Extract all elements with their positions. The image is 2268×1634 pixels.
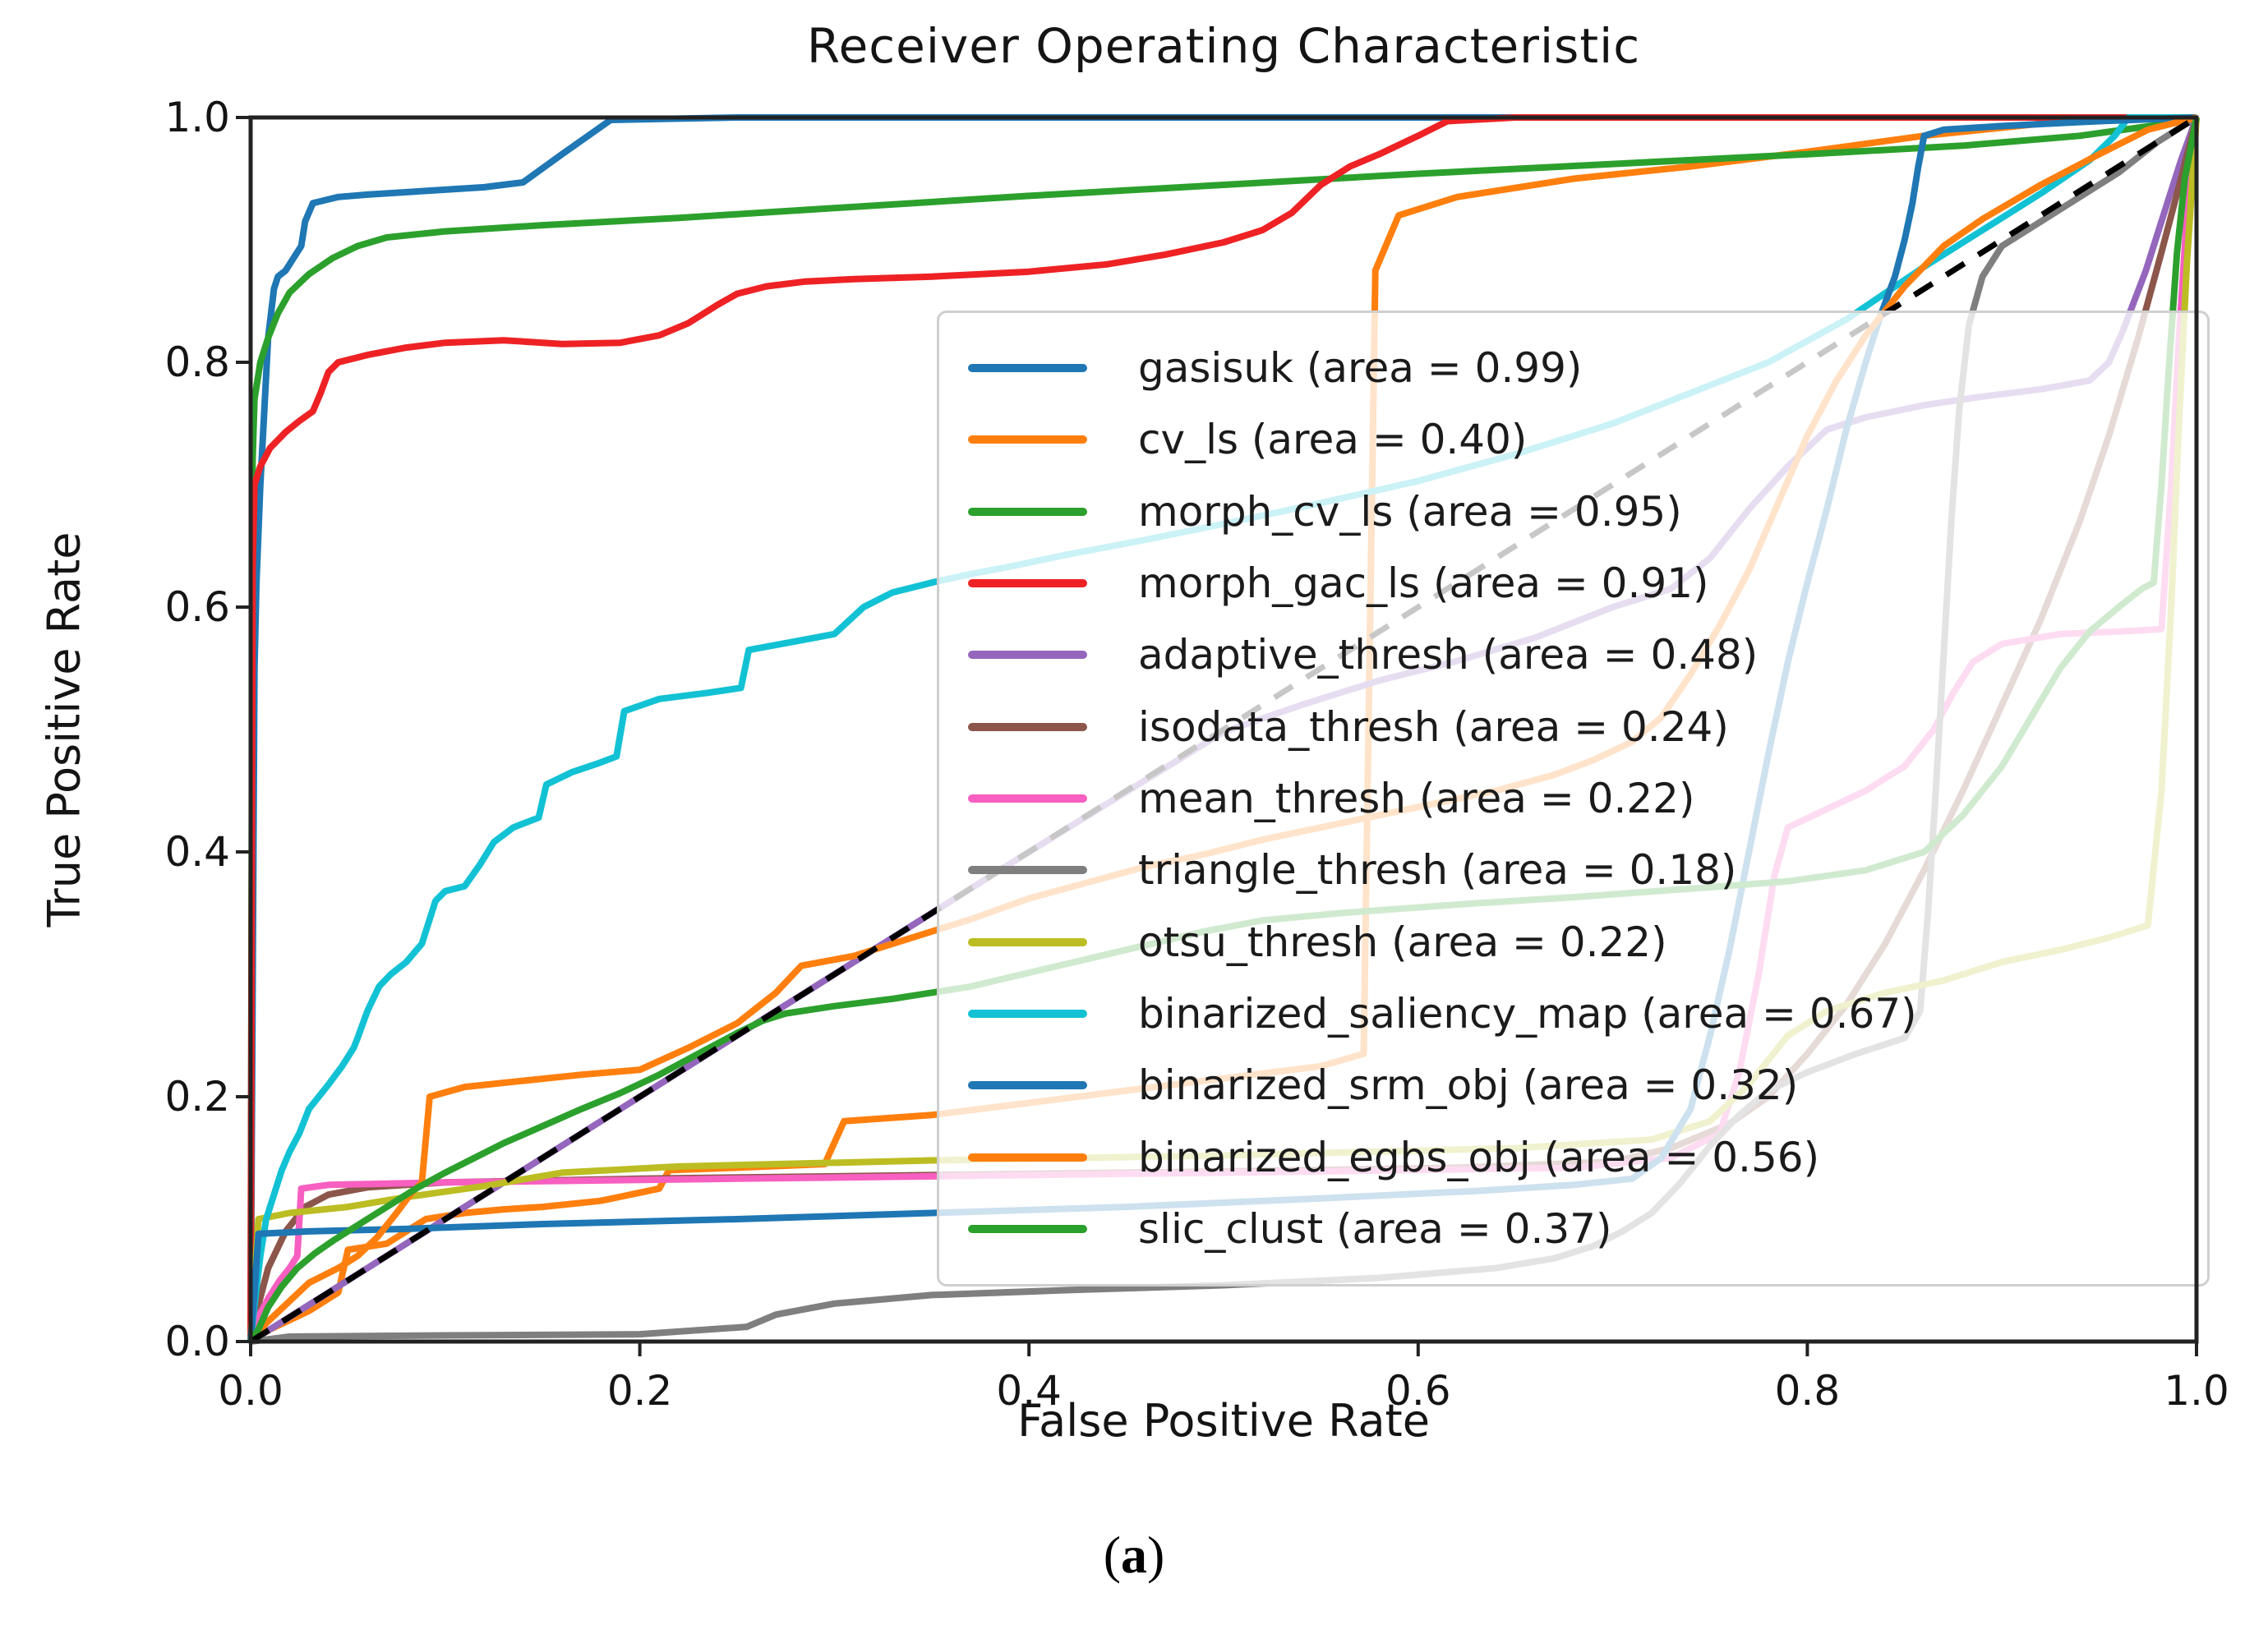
legend-item-adaptive_thresh: adaptive_thresh (area = 0.48) — [968, 619, 2207, 690]
x-tick-label-0.0: 0.0 — [218, 1367, 284, 1415]
legend-item-binarized_srm_obj: binarized_srm_obj (area = 0.32) — [968, 1050, 2207, 1121]
legend-line-swatch-gasisuk — [968, 364, 1087, 372]
legend-label-cv_ls: cv_ls (area = 0.40) — [1138, 416, 1528, 464]
caption-letter: a — [1121, 1526, 1147, 1584]
y-tick-label-0.2: 0.2 — [164, 1073, 230, 1121]
legend-label-mean_thresh: mean_thresh (area = 0.22) — [1138, 774, 1695, 822]
legend-item-binarized_saliency_map: binarized_saliency_map (area = 0.67) — [968, 978, 2207, 1049]
legend-label-adaptive_thresh: adaptive_thresh (area = 0.48) — [1138, 631, 1759, 679]
legend-label-morph_cv_ls: morph_cv_ls (area = 0.95) — [1138, 487, 1682, 536]
legend-line-swatch-binarized_saliency_map — [968, 1009, 1087, 1018]
legend-line-swatch-binarized_srm_obj — [968, 1081, 1087, 1090]
y-tick-label-0.0: 0.0 — [164, 1318, 230, 1365]
legend-label-triangle_thresh: triangle_thresh (area = 0.18) — [1138, 846, 1737, 895]
y-tick-label-0.8: 0.8 — [164, 338, 230, 386]
y-tick-label-0.6: 0.6 — [164, 583, 230, 631]
legend-label-binarized_saliency_map: binarized_saliency_map (area = 0.67) — [1138, 989, 1917, 1038]
legend-line-swatch-otsu_thresh — [968, 937, 1087, 946]
legend-line-swatch-cv_ls — [968, 435, 1087, 444]
legend-label-binarized_egbs_obj: binarized_egbs_obj (area = 0.56) — [1138, 1133, 1820, 1181]
legend-line-swatch-mean_thresh — [968, 794, 1087, 803]
legend-line-swatch-morph_gac_ls — [968, 578, 1087, 587]
legend-label-binarized_srm_obj: binarized_srm_obj (area = 0.32) — [1138, 1061, 1799, 1110]
subfigure-caption: (a) — [0, 1525, 2268, 1586]
legend-line-swatch-slic_clust — [968, 1224, 1087, 1233]
x-tick-label-0.6: 0.6 — [1385, 1367, 1451, 1415]
legend-item-otsu_thresh: otsu_thresh (area = 0.22) — [968, 907, 2207, 978]
legend-line-swatch-isodata_thresh — [968, 722, 1087, 731]
x-tick-label-0.2: 0.2 — [606, 1367, 673, 1415]
legend-line-swatch-morph_cv_ls — [968, 507, 1087, 516]
legend-label-otsu_thresh: otsu_thresh (area = 0.22) — [1138, 918, 1667, 966]
legend-item-triangle_thresh: triangle_thresh (area = 0.18) — [968, 835, 2207, 905]
legend-line-swatch-binarized_egbs_obj — [968, 1153, 1087, 1162]
legend-item-gasisuk: gasisuk (area = 0.99) — [968, 333, 2207, 403]
y-tick-label-0.4: 0.4 — [164, 828, 230, 876]
legend-label-gasisuk: gasisuk (area = 0.99) — [1138, 344, 1583, 392]
legend-line-swatch-triangle_thresh — [968, 866, 1087, 875]
x-tick-label-0.8: 0.8 — [1774, 1367, 1841, 1415]
legend-item-morph_cv_ls: morph_cv_ls (area = 0.95) — [968, 476, 2207, 547]
legend-item-morph_gac_ls: morph_gac_ls (area = 0.91) — [968, 548, 2207, 619]
caption-close-paren: ) — [1147, 1526, 1165, 1584]
legend-line-swatch-adaptive_thresh — [968, 651, 1087, 660]
legend-label-slic_clust: slic_clust (area = 0.37) — [1138, 1204, 1612, 1253]
legend-item-isodata_thresh: isodata_thresh (area = 0.24) — [968, 692, 2207, 762]
legend-item-mean_thresh: mean_thresh (area = 0.22) — [968, 763, 2207, 834]
chart-title: Receiver Operating Characteristic — [806, 18, 1641, 74]
legend-label-isodata_thresh: isodata_thresh (area = 0.24) — [1138, 702, 1729, 751]
y-tick-label-1.0: 1.0 — [164, 94, 230, 141]
x-tick-label-1.0: 1.0 — [2164, 1367, 2229, 1415]
x-axis-label: False Positive Rate — [1017, 1395, 1430, 1447]
legend-box: gasisuk (area = 0.99) cv_ls (area = 0.40)… — [937, 311, 2210, 1286]
legend-item-slic_clust: slic_clust (area = 0.37) — [968, 1194, 2207, 1264]
x-tick-label-0.4: 0.4 — [996, 1367, 1062, 1415]
legend-item-binarized_egbs_obj: binarized_egbs_obj (area = 0.56) — [968, 1122, 2207, 1193]
legend-label-morph_gac_ls: morph_gac_ls (area = 0.91) — [1138, 559, 1709, 607]
caption-open-paren: ( — [1103, 1526, 1121, 1584]
legend-item-cv_ls: cv_ls (area = 0.40) — [968, 404, 2207, 475]
